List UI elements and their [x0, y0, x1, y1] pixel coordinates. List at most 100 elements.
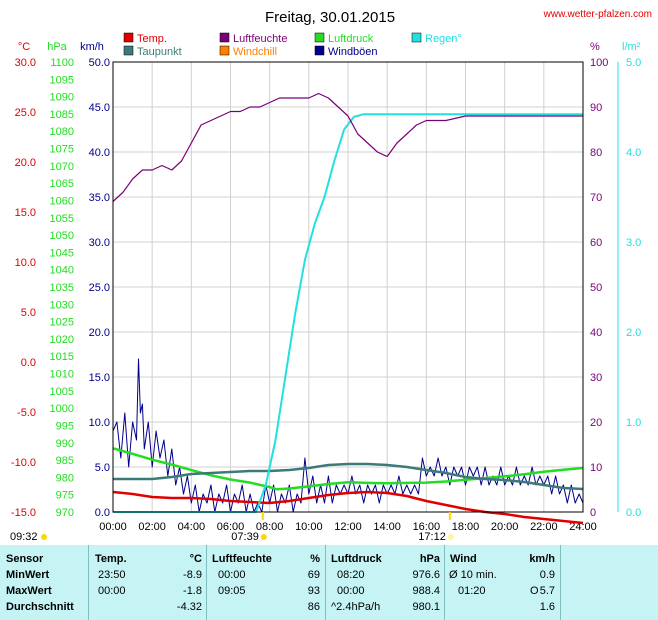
legend-label: Taupunkt: [137, 46, 182, 58]
wind-tick-label: 40.0: [89, 147, 110, 159]
pressure-line: [112, 447, 584, 491]
table-divider: [88, 545, 89, 620]
temp-value: -4.32: [176, 601, 202, 613]
pressure-tick-label: 1070: [50, 161, 74, 173]
table-divider: [560, 545, 561, 620]
x-tick-label: 20:00: [491, 521, 519, 533]
pressure-tick-label: 980: [56, 472, 74, 484]
legend-swatch: [123, 45, 134, 56]
row-label: Durchschnitt: [6, 601, 74, 613]
humidity-time: 09:05: [218, 585, 246, 597]
temp-tick-label: 30.0: [15, 57, 36, 69]
pressure-tick-label: 1010: [50, 369, 74, 381]
series-layer: [112, 92, 584, 525]
row-label: MaxWert: [6, 585, 52, 597]
legend-label: Temp.: [137, 33, 167, 45]
table-divider: [444, 545, 445, 620]
chart-background: [0, 0, 658, 545]
pressure-tick-label: 1065: [50, 178, 74, 190]
pressure-tick-label: 1035: [50, 282, 74, 294]
header-pressure: Luftdruck: [331, 553, 382, 565]
moonrise-label: 09:32: [10, 531, 38, 543]
dewpoint-line: [113, 462, 584, 491]
pressure-tick-label: 970: [56, 507, 74, 519]
pressure-value: 980.1: [412, 601, 440, 613]
wind-unit-label: km/h: [80, 41, 104, 53]
pressure-tick-label: 1080: [50, 126, 74, 138]
legend-label: Windchill: [233, 46, 277, 58]
temp-tick-label: -15.0: [11, 507, 36, 519]
pressure-tick-label: 1020: [50, 334, 74, 346]
x-tick-label: 18:00: [452, 521, 480, 533]
pressure-tick-label: 1045: [50, 247, 74, 259]
moonrise-icon: [41, 534, 47, 540]
wind-tick-label: 45.0: [89, 102, 110, 114]
header-wind: Wind: [450, 553, 477, 565]
pressure-tick-label: 1015: [50, 351, 74, 363]
wind-time: Ø 10 min.: [449, 569, 497, 581]
pressure-tick-label: 1100: [50, 57, 74, 69]
humidity-value: 86: [307, 601, 320, 613]
x-tick-label: 06:00: [217, 521, 245, 533]
header-humidity-unit: %: [310, 553, 320, 565]
humidity-line: [112, 92, 583, 202]
wind-tick-label: 30.0: [89, 237, 110, 249]
wind-value: 5.7: [539, 585, 555, 597]
legend-swatch: [314, 32, 325, 43]
temp-time: 00:00: [98, 585, 126, 597]
pressure-unit-label: hPa: [47, 41, 67, 53]
table-row: MaxWert 00:00 -1.8 09:05 93 00:00 988.4 …: [0, 583, 658, 599]
temp-unit-label: °C: [18, 41, 30, 53]
pressure-tick-label: 1085: [50, 109, 74, 121]
pressure-tick-label: 1075: [50, 144, 74, 156]
rain-tick-label: 2.0: [626, 327, 641, 339]
rain-tick-label: 5.0: [626, 57, 641, 69]
pressure-value: 976.6: [412, 569, 440, 581]
humidity-tick-label: 20: [590, 417, 602, 429]
table-row: MinWert 23:50 -8.9 00:00 69 08:20 976.6 …: [0, 567, 658, 583]
wind-tick-label: 10.0: [89, 417, 110, 429]
table-divider: [325, 545, 326, 620]
pressure-trend: ^2.4hPa/h: [331, 601, 381, 613]
rain-tick-label: 1.0: [626, 417, 641, 429]
header-temp-unit: °C: [189, 553, 202, 565]
pressure-tick-label: 1005: [50, 386, 74, 398]
x-tick-label: 08:00: [256, 521, 284, 533]
pressure-value: 988.4: [412, 585, 440, 597]
x-tick-label: 24:00: [569, 521, 597, 533]
temp-tick-label: 10.0: [15, 257, 36, 269]
table-row: Durchschnitt -4.32 86 ^2.4hPa/h 980.1 1.…: [0, 599, 658, 615]
temp-tick-label: 20.0: [15, 157, 36, 169]
x-tick-label: 12:00: [334, 521, 362, 533]
left-axes: 30.0 25.0 20.0 15.0 10.0 5.0 0.0 -5.0 -10.0 -15.0…: [11, 57, 110, 519]
wind-value: 1.6: [539, 601, 555, 613]
row-label: MinWert: [6, 569, 50, 581]
humidity-time: 00:00: [218, 569, 246, 581]
temp-tick-label: 0.0: [21, 357, 36, 369]
pressure-tick-label: 1030: [50, 299, 74, 311]
wind-value: 0.9: [539, 569, 555, 581]
humidity-tick-label: 50: [590, 282, 602, 294]
temp-value: -1.8: [183, 585, 202, 597]
pressure-tick-label: 1000: [50, 403, 74, 415]
x-tick-label: 02:00: [138, 521, 166, 533]
pressure-tick-label: 1025: [50, 317, 74, 329]
wind-tick-label: 15.0: [89, 372, 110, 384]
pressure-time: 08:20: [337, 569, 365, 581]
pressure-tick-label: 1040: [50, 265, 74, 277]
pressure-tick-label: 1090: [50, 92, 74, 104]
humidity-value: 69: [307, 569, 320, 581]
wind-tick-label: 5.0: [95, 462, 110, 474]
grid: [113, 62, 583, 512]
x-tick-label: 00:00: [99, 521, 127, 533]
legend-label: Luftdruck: [328, 33, 374, 45]
legend-label: Windböen: [328, 46, 378, 58]
humidity-tick-label: 100: [590, 57, 608, 69]
wind-tick-label: 50.0: [89, 57, 110, 69]
temperature-line: [112, 490, 584, 525]
site-link[interactable]: www.wetter-pfalzen.com: [543, 9, 652, 20]
rain-tick-label: 3.0: [626, 237, 641, 249]
humidity-tick-label: 70: [590, 192, 602, 204]
wind-tick-label: 25.0: [89, 282, 110, 294]
